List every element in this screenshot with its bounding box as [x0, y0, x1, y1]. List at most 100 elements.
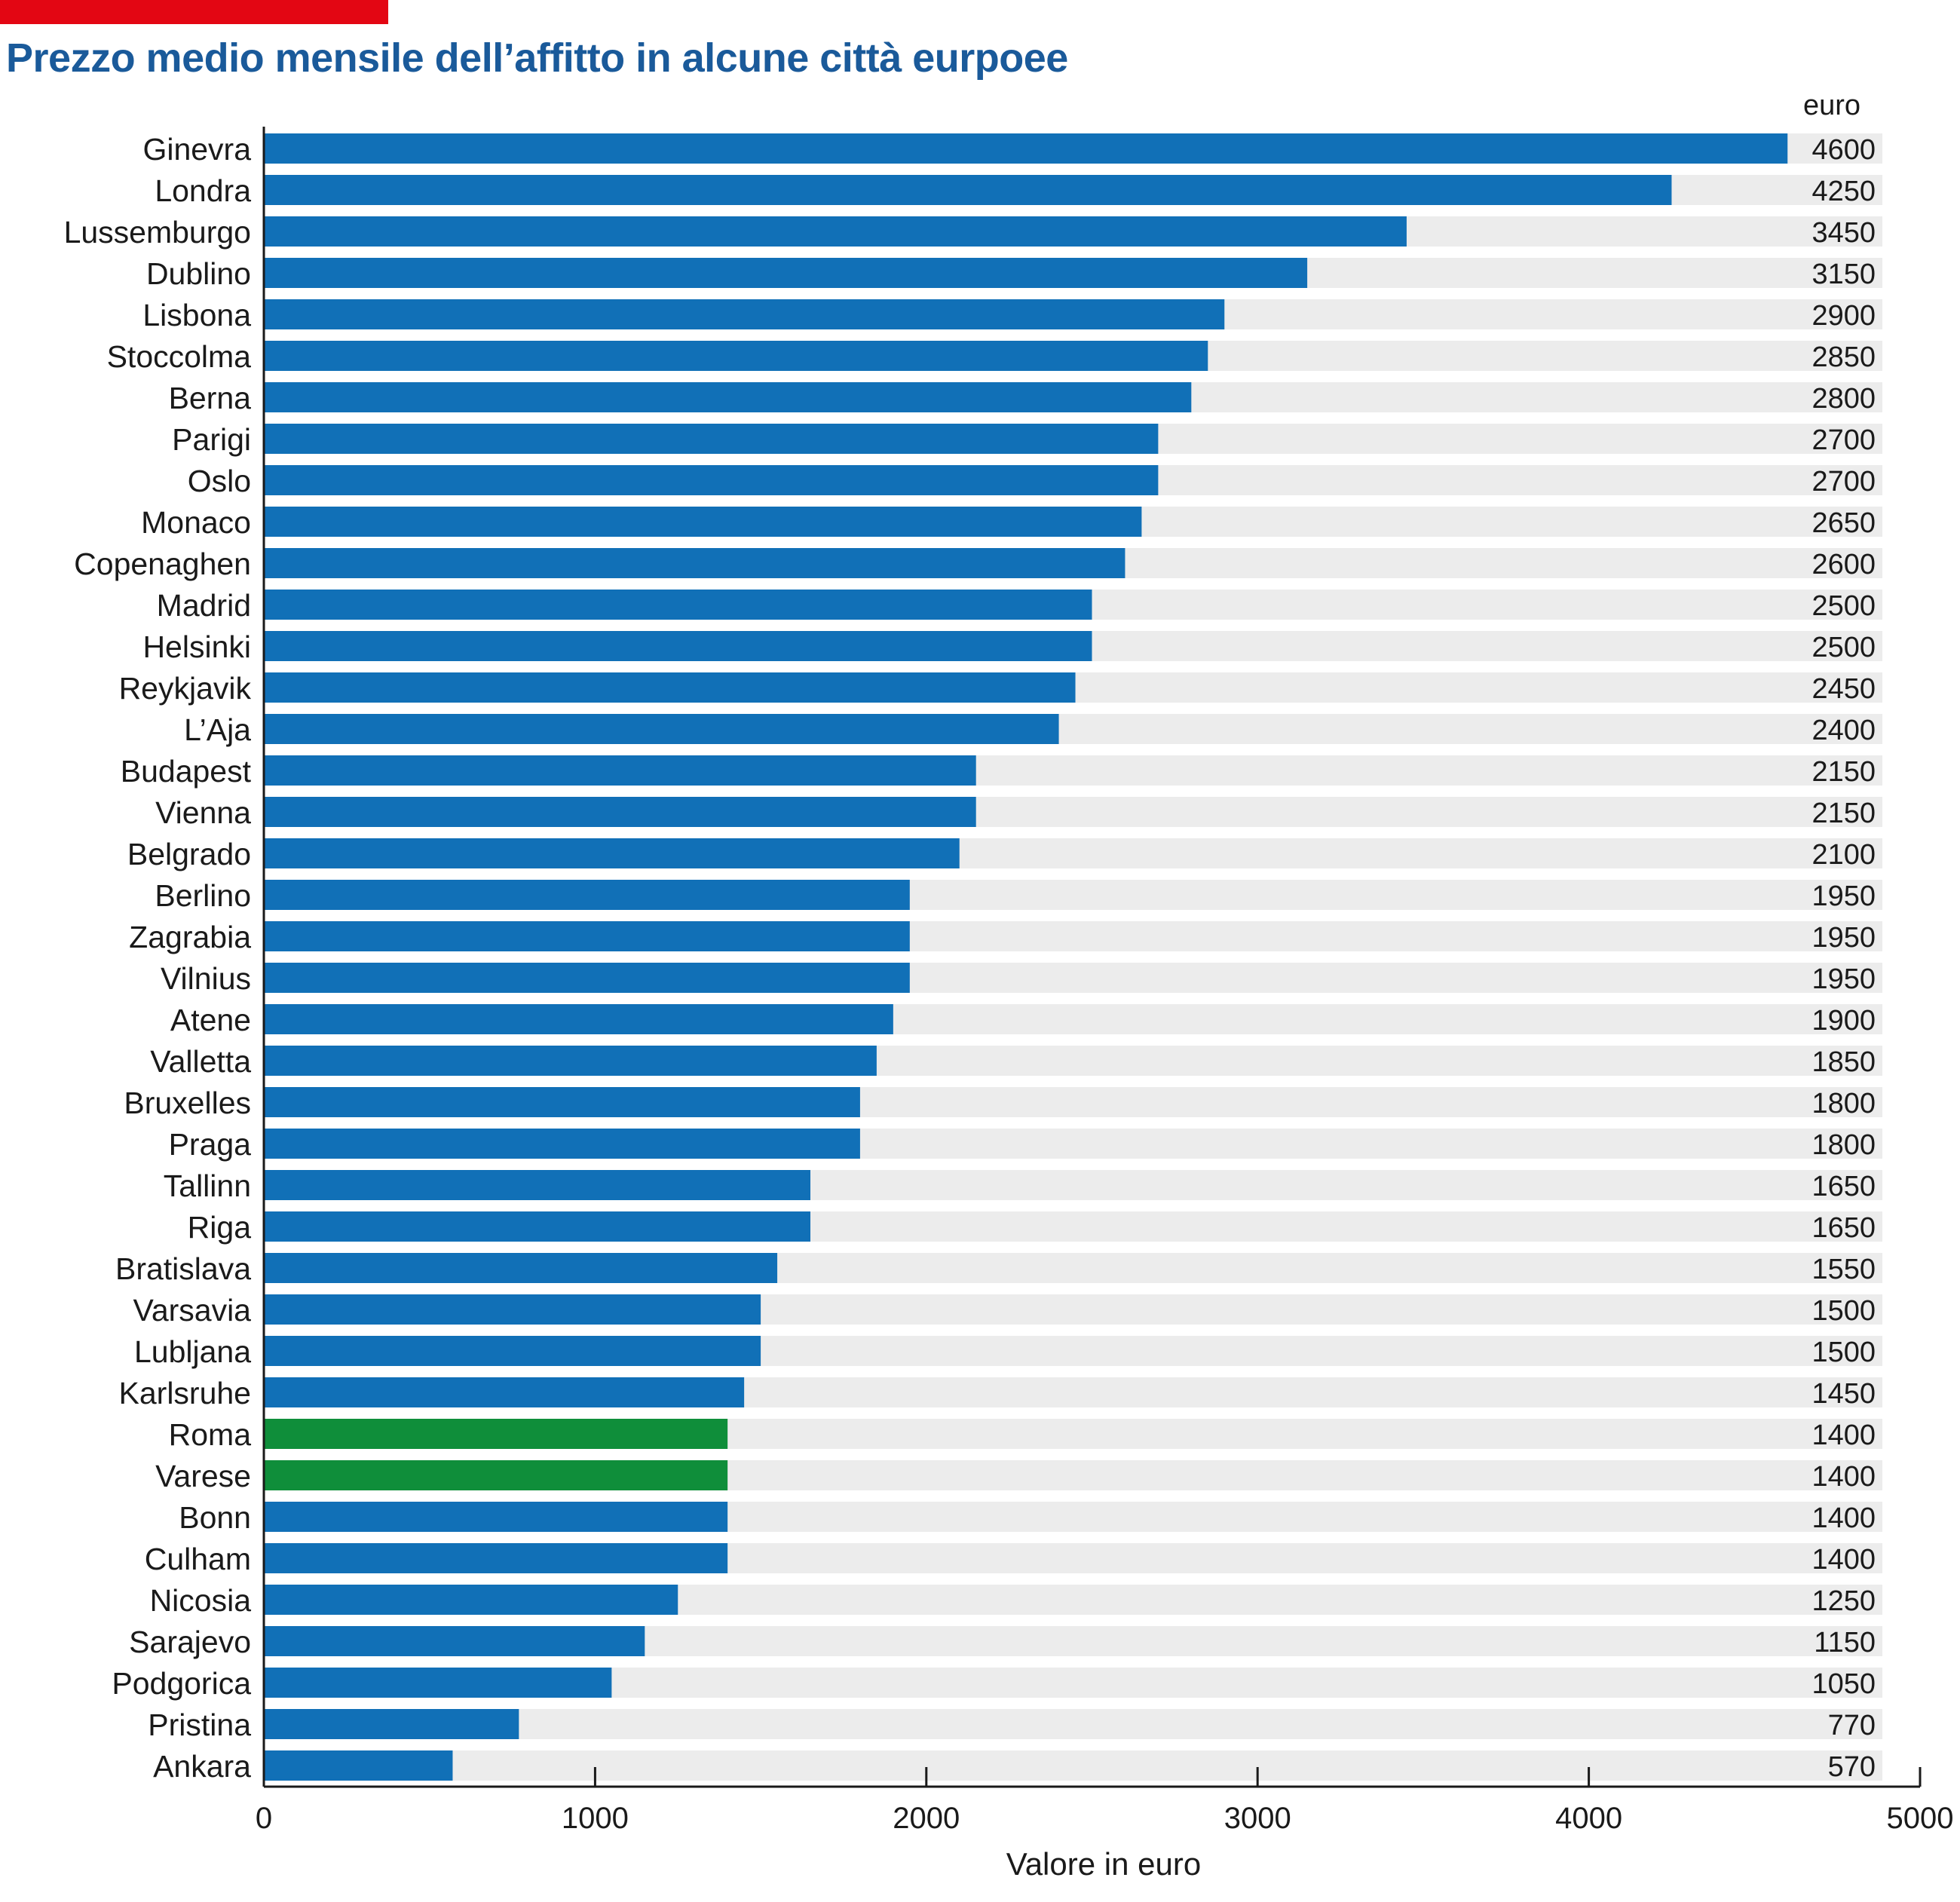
bar [264, 1750, 453, 1781]
bar [264, 1377, 745, 1407]
x-tick-label: 5000 [1887, 1802, 1954, 1835]
bar [264, 1709, 519, 1739]
bar [264, 755, 976, 786]
value-label: 1950 [1811, 881, 1876, 912]
bar [264, 1502, 728, 1532]
bar [264, 465, 1159, 495]
value-label: 2700 [1811, 466, 1876, 498]
category-label: Karlsruhe [119, 1376, 251, 1410]
bar [264, 1543, 728, 1573]
bar [264, 1668, 612, 1698]
bar [264, 921, 910, 951]
bar [264, 1336, 761, 1366]
value-label: 1850 [1811, 1046, 1876, 1078]
value-label: 1500 [1811, 1337, 1876, 1368]
bar [264, 382, 1192, 412]
category-label: Ankara [153, 1749, 251, 1784]
value-label: 2450 [1811, 673, 1876, 705]
value-label: 570 [1828, 1751, 1876, 1783]
category-label: Belgrado [127, 837, 251, 871]
value-label: 2650 [1811, 507, 1876, 539]
value-label: 2500 [1811, 632, 1876, 663]
value-label: 2150 [1811, 756, 1876, 788]
bar [264, 548, 1125, 578]
category-label: Podgorica [112, 1666, 251, 1701]
value-label: 1450 [1811, 1378, 1876, 1410]
track-layer [264, 133, 1882, 1781]
x-tick-label: 2000 [893, 1802, 960, 1835]
bar [264, 299, 1225, 329]
value-label: 2600 [1811, 549, 1876, 580]
category-label: Budapest [121, 754, 252, 789]
bar-track [264, 1750, 1882, 1781]
value-label: 1050 [1811, 1668, 1876, 1700]
value-label: 1150 [1814, 1627, 1876, 1659]
bar [264, 216, 1407, 247]
bar [264, 1129, 860, 1159]
category-label: Valletta [150, 1044, 251, 1079]
bar-layer [264, 133, 1788, 1781]
value-label: 1250 [1811, 1585, 1876, 1617]
category-label: Vilnius [161, 961, 251, 996]
value-label: 2500 [1811, 590, 1876, 622]
bar [264, 1253, 778, 1283]
value-label: 1800 [1811, 1129, 1876, 1161]
category-label: Oslo [188, 464, 251, 498]
category-label: Varese [155, 1459, 251, 1493]
category-label: Culham [145, 1542, 251, 1576]
category-label: Bonn [179, 1500, 251, 1535]
value-label: 1400 [1811, 1420, 1876, 1451]
category-label: Berna [169, 381, 252, 415]
value-label: 1800 [1811, 1088, 1876, 1119]
value-label: 770 [1828, 1710, 1876, 1741]
bar [264, 1046, 877, 1076]
bar [264, 838, 960, 868]
value-label: 3450 [1811, 217, 1876, 249]
category-label: Sarajevo [129, 1625, 251, 1659]
bar [264, 341, 1208, 371]
category-label: L’Aja [184, 712, 251, 747]
category-label: Praga [169, 1127, 252, 1162]
category-label: Monaco [141, 505, 251, 540]
category-label: Parigi [172, 422, 251, 457]
bar [264, 631, 1092, 661]
category-label: Lussemburgo [64, 215, 251, 250]
category-label: Roma [169, 1417, 252, 1452]
bar [264, 1294, 761, 1325]
bar [264, 175, 1672, 205]
category-label: Zagrabia [129, 920, 251, 954]
bar [264, 133, 1788, 164]
category-label: Lisbona [142, 298, 251, 332]
value-label: 1650 [1811, 1212, 1876, 1244]
value-label: 3150 [1811, 259, 1876, 290]
value-label: 2900 [1811, 300, 1876, 332]
value-label: 2150 [1811, 798, 1876, 829]
bar [264, 1419, 728, 1449]
value-label: 2850 [1811, 342, 1876, 373]
bar [264, 258, 1308, 288]
bar [264, 1211, 811, 1242]
value-label: 2100 [1811, 839, 1876, 871]
category-label: Copenaghen [74, 547, 251, 581]
x-tick-label: 4000 [1555, 1802, 1622, 1835]
category-label: Londra [155, 173, 251, 208]
category-label: Reykjavik [119, 671, 252, 706]
value-label: 2400 [1811, 715, 1876, 746]
category-label: Lubljana [134, 1334, 251, 1369]
value-label-layer: 4600 4250 3450 3150 2900 2850 2800 2700 2700 2650… [1803, 90, 1876, 1783]
category-label: Riga [188, 1210, 252, 1245]
value-label: 4600 [1811, 134, 1876, 166]
bar [264, 424, 1159, 454]
bar [264, 1170, 811, 1200]
category-label: Varsavia [133, 1293, 252, 1328]
value-label: 1400 [1811, 1461, 1876, 1493]
category-label: Dublino [146, 256, 251, 291]
bar [264, 714, 1059, 744]
value-label: 1950 [1811, 963, 1876, 995]
chart-title: Prezzo medio mensile dell’affitto in alc… [6, 35, 1068, 81]
bar [264, 1460, 728, 1490]
unit-label: euro [1803, 90, 1860, 121]
bar [264, 507, 1142, 537]
axis-layer: 0 1000 2000 3000 4000 5000 Valore in euro [256, 127, 1954, 1882]
category-label: Stoccolma [107, 339, 252, 374]
